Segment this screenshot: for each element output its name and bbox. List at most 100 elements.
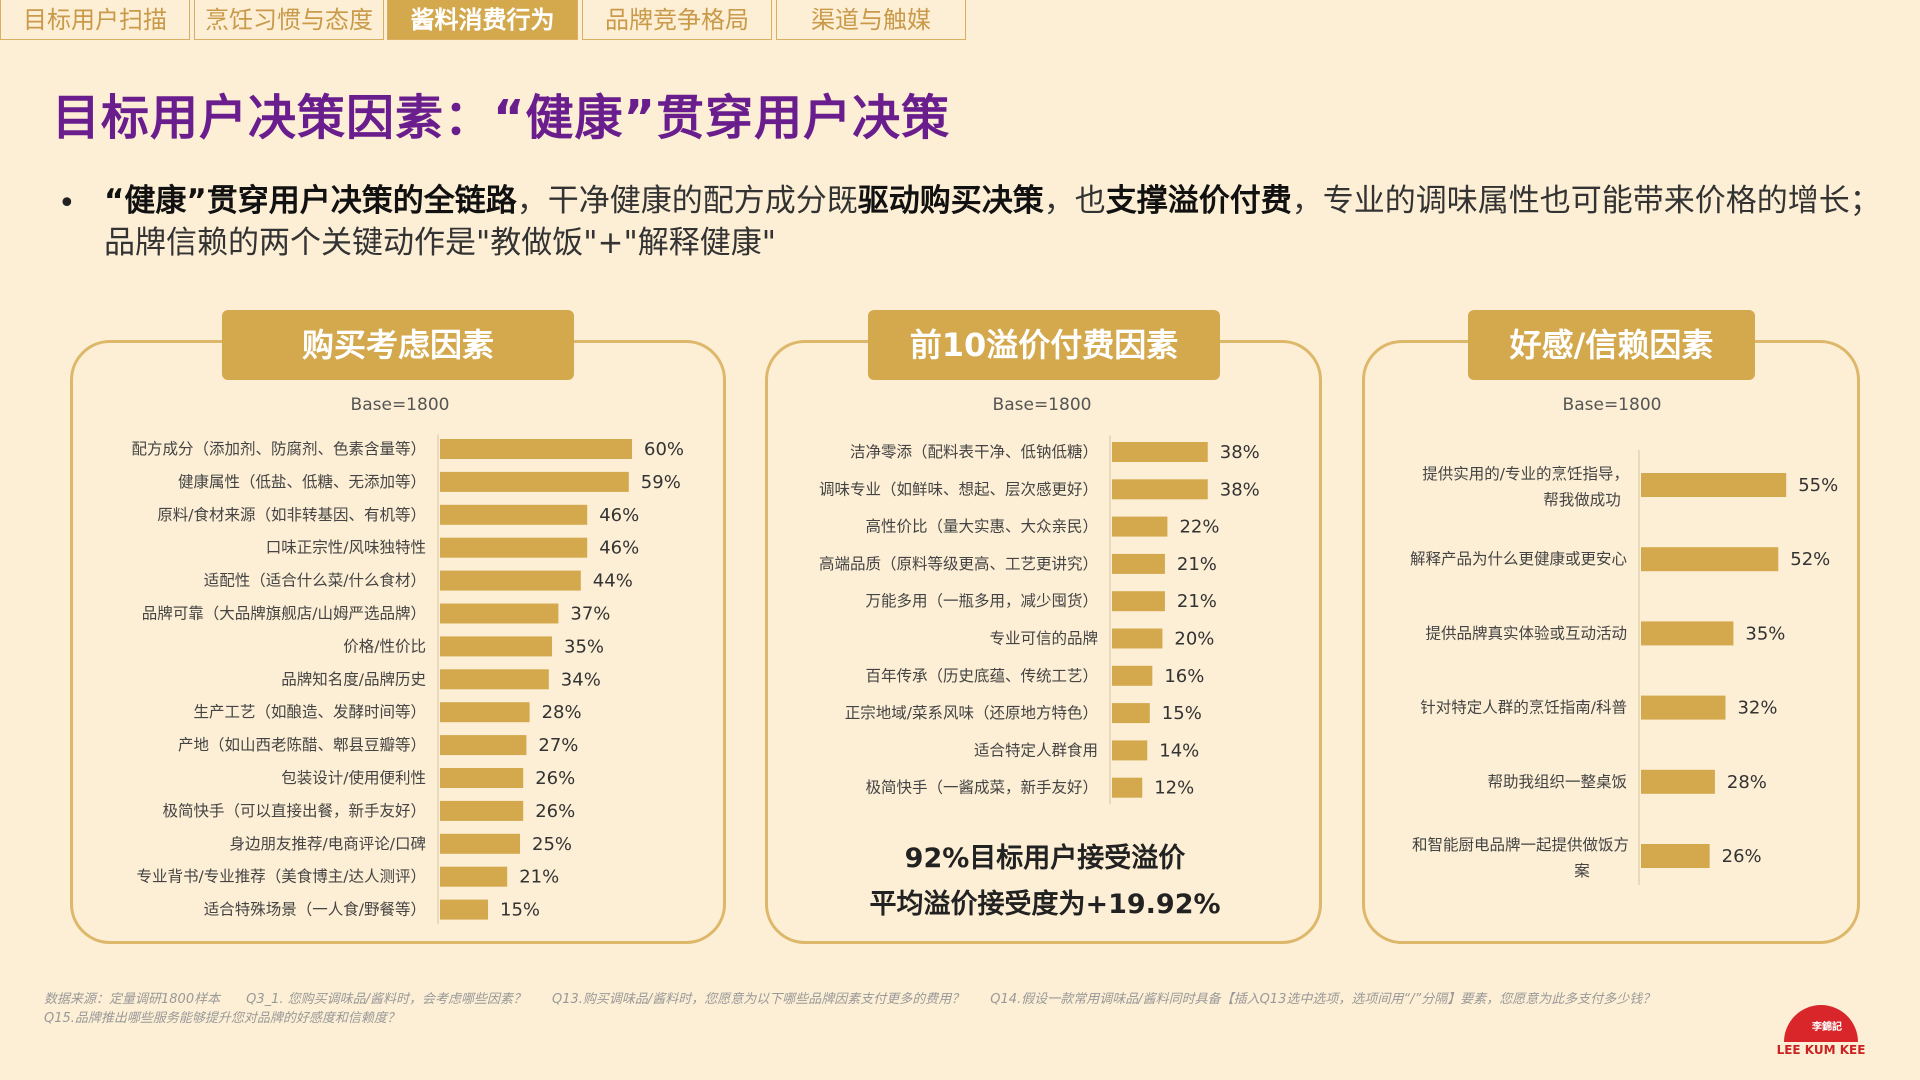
bar xyxy=(1112,703,1150,724)
bar xyxy=(440,537,588,558)
bar-value-label: 25% xyxy=(532,834,572,855)
category-label: 极简快手（可以直接出餐，新手友好） xyxy=(162,802,426,820)
bar xyxy=(1641,769,1715,794)
bar-value-label: 14% xyxy=(1159,740,1199,761)
bar xyxy=(440,866,508,887)
bar xyxy=(440,735,527,756)
category-label: 解释产品为什么更健康或更安心 xyxy=(1410,550,1627,568)
summary-text-4: ，也 xyxy=(1043,183,1106,219)
bar-value-label: 15% xyxy=(500,900,540,921)
category-label: 提供实用的/专业的烹饪指导， xyxy=(1422,464,1629,483)
bar xyxy=(440,439,632,459)
category-label: 口味正宗性/风味独特性 xyxy=(266,539,426,557)
bar xyxy=(1641,547,1779,572)
bar xyxy=(1641,621,1734,646)
purchase-base-label: Base=1800 xyxy=(350,395,450,415)
bar-value-label: 21% xyxy=(1177,591,1217,612)
bar xyxy=(1641,473,1787,497)
bar-value-label: 46% xyxy=(599,538,639,559)
category-label-cont: 帮我做成功 xyxy=(1543,491,1621,509)
category-label: 提供品牌真实体验或互动活动 xyxy=(1425,624,1627,642)
bar-value-label: 32% xyxy=(1737,698,1777,719)
premium-factors-chart: 38% 洁净零添（配料表干净、低钠低糖） 38% 调味专业（如鲜味、想起、层次感更好）… xyxy=(819,435,1260,805)
bar-value-label: 28% xyxy=(542,702,582,723)
bar xyxy=(1641,695,1726,720)
premium-acceptance-callout: 92%目标用户接受溢价 xyxy=(904,843,1186,874)
bar-value-label: 38% xyxy=(1220,442,1260,463)
category-label: 身边朋友推荐/电商评论/口碑 xyxy=(230,835,426,853)
trust-factors-header: 好感/信赖因素 xyxy=(1468,310,1755,380)
summary-emphasis-2: 驱动购买决策 xyxy=(857,183,1044,219)
premium-factors-header: 前10溢价付费因素 xyxy=(868,310,1220,380)
purchase-factors-header: 购买考虑因素 xyxy=(222,310,574,380)
category-label: 产地（如山西老陈醋、郫县豆瓣等） xyxy=(178,736,426,754)
bar xyxy=(1112,516,1168,537)
bar-value-label: 20% xyxy=(1174,629,1214,650)
bar xyxy=(440,768,524,788)
category-label: 适配性（适合什么菜/什么食材） xyxy=(204,572,426,590)
bar-value-label: 26% xyxy=(535,768,575,789)
bar-value-label: 37% xyxy=(570,604,610,625)
category-label: 正宗地域/菜系风味（还原地方特色） xyxy=(845,704,1098,722)
category-label: 帮助我组织一整桌饭 xyxy=(1487,773,1627,791)
bar xyxy=(1112,740,1148,761)
category-label: 原料/食材来源（如非转基因、有机等） xyxy=(157,506,426,524)
bar-value-label: 35% xyxy=(1745,623,1785,644)
tab-cooking-habits[interactable]: 烹饪习惯与态度 xyxy=(194,0,384,40)
bar xyxy=(440,570,581,591)
bar-value-label: 28% xyxy=(1727,772,1767,793)
bar-value-label: 22% xyxy=(1179,517,1219,538)
category-label: 洁净零添（配料表干净、低钠低糖） xyxy=(850,443,1098,461)
bar-value-label: 15% xyxy=(1162,703,1202,724)
category-label: 专业可信的品牌 xyxy=(989,630,1098,648)
summary-emphasis-3: 支撑溢价付费 xyxy=(1105,183,1292,219)
category-label: 高端品质（原料等级更高、工艺更讲究） xyxy=(819,555,1098,573)
bar xyxy=(1641,844,1710,868)
summary-text-6: ，专业的调味属性也可能带来价格的增长；品牌信赖的两个关键动作是"教做饭"+"解释… xyxy=(104,183,1881,261)
category-label: 健康属性（低盐、低糖、无添加等） xyxy=(178,473,426,491)
logo-wordmark: LEE KUM KEE xyxy=(1776,1043,1866,1057)
category-label: 和智能厨电品牌一起提供做饭方 xyxy=(1412,836,1629,854)
bar xyxy=(440,636,552,657)
category-label: 包装设计/使用便利性 xyxy=(281,769,426,787)
bar-value-label: 46% xyxy=(599,505,639,526)
bar xyxy=(440,800,524,821)
summary-emphasis-1: “健康”贯穿用户决策的全链路 xyxy=(104,183,517,219)
bar-value-label: 26% xyxy=(535,801,575,822)
bar xyxy=(440,603,559,624)
bar xyxy=(1112,777,1143,798)
category-label: 万能多用（一瓶多用，减少囤货） xyxy=(865,592,1098,610)
tab-brand-competition[interactable]: 品牌竞争格局 xyxy=(582,0,772,40)
category-label: 专业背书/专业推荐（美食博主/达人测评） xyxy=(137,868,426,886)
bar xyxy=(1112,628,1163,649)
bar-value-label: 38% xyxy=(1220,479,1260,500)
category-label: 生产工艺（如酿造、发酵时间等） xyxy=(193,703,426,721)
trust-factors-chart: 55% 提供实用的/专业的烹饪指导， 帮我做成功 52% 解释产品为什么更健康或更安心 3… xyxy=(1410,449,1838,885)
bar-value-label: 60% xyxy=(644,439,684,460)
premium-base-label: Base=1800 xyxy=(992,395,1092,415)
bar-value-label: 16% xyxy=(1164,666,1204,687)
bar xyxy=(1112,591,1165,612)
trust-base-label: Base=1800 xyxy=(1562,395,1662,415)
bar xyxy=(440,702,530,723)
tab-sauce-consumption[interactable]: 酱料消费行为 xyxy=(387,0,578,40)
page-title: 目标用户决策因素：“健康”贯穿用户决策 xyxy=(52,90,951,146)
bar xyxy=(440,833,520,854)
category-label: 适合特殊场景（一人食/野餐等） xyxy=(204,901,426,919)
bar xyxy=(440,669,549,690)
bar-value-label: 52% xyxy=(1790,549,1830,570)
bar-value-label: 12% xyxy=(1154,778,1194,799)
summary-text-2: ，干净健康的配方成分既 xyxy=(516,183,858,219)
category-label: 适合特定人群食用 xyxy=(974,741,1098,759)
bar-value-label: 55% xyxy=(1798,475,1838,496)
lee-kum-kee-logo: 李錦記 xyxy=(1784,1005,1858,1042)
category-label: 针对特定人群的烹饪指南/科普 xyxy=(1420,698,1627,717)
tab-target-users[interactable]: 目标用户扫描 xyxy=(0,0,190,40)
category-label: 百年传承（历史底蕴、传统工艺） xyxy=(865,667,1098,685)
category-label: 极简快手（一酱成菜，新手友好） xyxy=(865,779,1098,797)
summary-text: “健康”贯穿用户决策的全链路，干净健康的配方成分既驱动购买决策，也支撑溢价付费，… xyxy=(104,180,1884,264)
bar-value-label: 27% xyxy=(538,735,578,756)
tab-channels-media[interactable]: 渠道与触媒 xyxy=(776,0,966,40)
data-source-footnote: 数据来源：定量调研1800样本 Q3_1. 您购买调味品/酱料时，会考虑哪些因素… xyxy=(44,992,1682,1026)
category-label: 配方成分（添加剂、防腐剂、色素含量等） xyxy=(131,440,426,458)
